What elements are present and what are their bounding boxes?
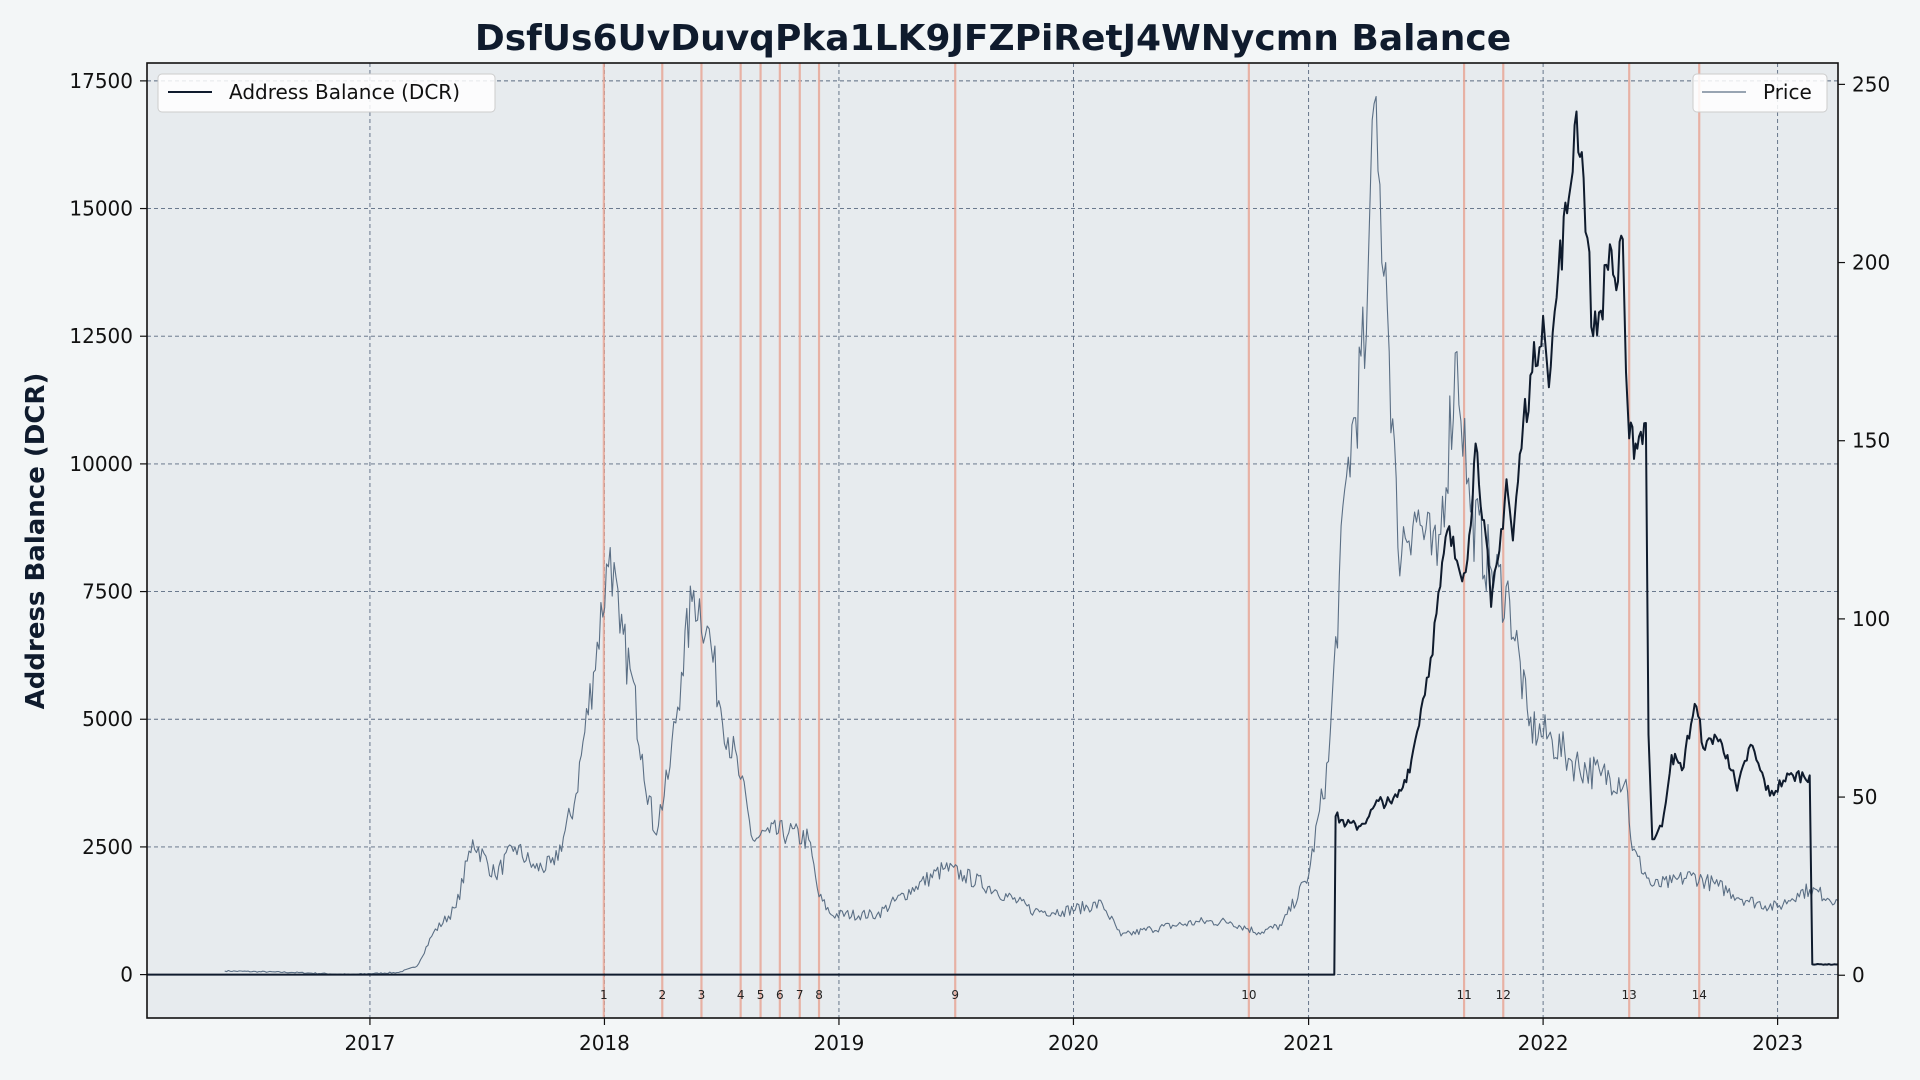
legends: Address Balance (DCR) Price xyxy=(157,73,1828,113)
legend-left-box xyxy=(157,73,496,113)
event-label: 4 xyxy=(737,988,745,1002)
y-axis-label: Address Balance (DCR) xyxy=(21,373,51,710)
legend-right-box xyxy=(1692,73,1828,113)
event-label: 12 xyxy=(1496,988,1511,1002)
y-tick-label: 12500 xyxy=(69,324,133,348)
x-tick-label: 2023 xyxy=(1752,1031,1803,1055)
event-label: 5 xyxy=(757,988,765,1002)
event-label: 10 xyxy=(1241,988,1256,1002)
y-tick-label: 5000 xyxy=(82,707,133,731)
y2-tick-label: 250 xyxy=(1852,72,1890,96)
x-tick-label: 2021 xyxy=(1283,1031,1334,1055)
x-tick-label: 2017 xyxy=(344,1031,395,1055)
event-label: 11 xyxy=(1456,988,1471,1002)
legend-left-label: Address Balance (DCR) xyxy=(229,80,460,104)
y2-tick-label: 0 xyxy=(1852,963,1865,987)
event-label: 7 xyxy=(796,988,804,1002)
y-tick-label: 10000 xyxy=(69,452,133,476)
plot-area xyxy=(147,63,1838,1018)
legend-right: Price xyxy=(1692,73,1828,113)
x-tick-label: 2022 xyxy=(1518,1031,1569,1055)
event-label: 13 xyxy=(1622,988,1637,1002)
event-label: 2 xyxy=(658,988,666,1002)
axis-ticks: 2017 2018 2019 2020 2021 2022 2023025005000750… xyxy=(69,69,1890,1055)
y-tick-label: 0 xyxy=(120,963,133,987)
y2-tick-label: 50 xyxy=(1852,785,1877,809)
event-label: 9 xyxy=(951,988,959,1002)
x-tick-label: 2020 xyxy=(1048,1031,1099,1055)
y2-tick-label: 150 xyxy=(1852,429,1890,453)
y-tick-label: 2500 xyxy=(82,835,133,859)
legend-right-label: Price xyxy=(1763,80,1812,104)
y-tick-label: 7500 xyxy=(82,580,133,604)
event-label: 14 xyxy=(1692,988,1707,1002)
legend-left: Address Balance (DCR) xyxy=(157,73,496,113)
event-label: 1 xyxy=(600,988,608,1002)
price-line xyxy=(224,95,1839,976)
plot-frame xyxy=(146,62,1839,1019)
series-lines xyxy=(147,95,1839,976)
event-label: 3 xyxy=(698,988,706,1002)
event-label: 8 xyxy=(815,988,823,1002)
y2-tick-label: 100 xyxy=(1852,607,1890,631)
address-balance-line xyxy=(147,110,1839,976)
event-markers: 1 2 3 4 5 6 7 8 9 10 11 12 13 14 xyxy=(600,63,1707,1018)
x-tick-label: 2019 xyxy=(813,1031,864,1055)
event-label: 6 xyxy=(776,988,784,1002)
x-tick-label: 2018 xyxy=(579,1031,630,1055)
y2-tick-label: 200 xyxy=(1852,251,1890,275)
chart-title: DsfUs6UvDuvqPka1LK9JFZPiRetJ4WNycmn Bala… xyxy=(475,18,1511,59)
y-tick-label: 17500 xyxy=(69,69,133,93)
y-tick-label: 15000 xyxy=(69,197,133,221)
